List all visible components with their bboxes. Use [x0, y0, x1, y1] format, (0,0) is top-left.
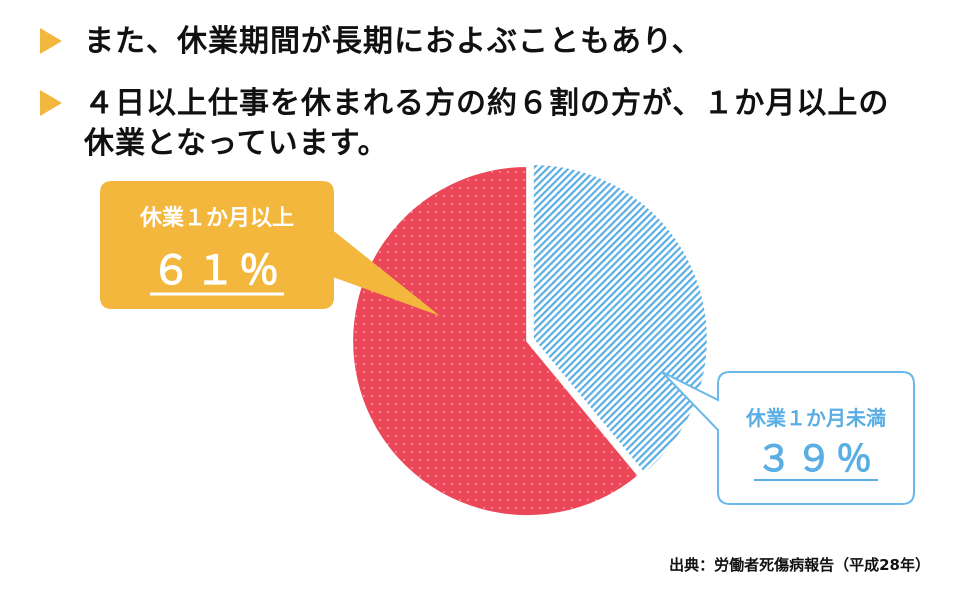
callout-short-leave: 休業１か月未満 ３９％ [661, 371, 915, 505]
callout-short-leave-bubble [661, 371, 915, 505]
callout-long-leave-value: ６１％ [151, 248, 283, 294]
pie-slice-long-leave [351, 165, 641, 518]
bullet-1-text: また、休業期間が長期におよぶこともあり、 [84, 24, 703, 59]
source-citation: 出典：労働者死傷病報告（平成28年） [669, 556, 930, 574]
pie-slice-short-leave [531, 162, 709, 476]
triangle-bullet-icon [40, 28, 62, 54]
callout-short-leave-label: 休業１か月未満 [745, 406, 886, 430]
callout-long-leave-pointer [330, 228, 440, 316]
callout-long-leave: 休業１か月以上 ６１％ [100, 181, 440, 316]
bullet-1: また、休業期間が長期におよぶこともあり、 [40, 22, 703, 62]
triangle-bullet-icon [40, 90, 62, 116]
callout-long-leave-label: 休業１か月以上 [139, 206, 294, 231]
bullet-2: ４日以上仕事を休まれる方の約６割の方が、１か月以上の休業となっています。 [40, 84, 904, 164]
bullet-2-text: ４日以上仕事を休まれる方の約６割の方が、１か月以上の休業となっています。 [84, 86, 890, 161]
callout-long-leave-bubble [100, 181, 334, 309]
callout-short-leave-value: ３９％ [756, 439, 876, 480]
